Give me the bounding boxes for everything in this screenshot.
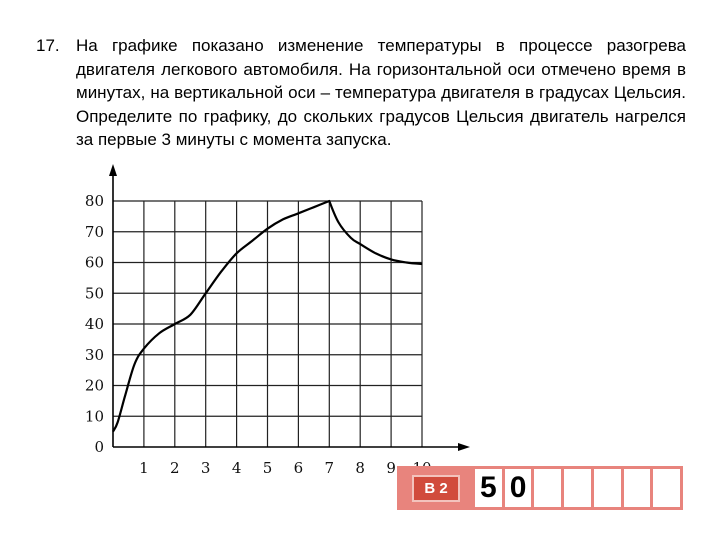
- y-tick-label: 20: [85, 377, 104, 395]
- x-tick-label: 7: [325, 459, 335, 477]
- y-tick-label: 30: [85, 346, 104, 364]
- x-tick-label: 8: [355, 459, 365, 477]
- temperature-line: [112, 199, 423, 433]
- x-tick-label: 9: [386, 459, 396, 477]
- y-tick-label: 10: [85, 407, 104, 425]
- y-tick-label: 50: [85, 284, 104, 302]
- x-tick-label: 2: [170, 459, 180, 477]
- x-tick-label: 5: [263, 459, 273, 477]
- y-axis-arrow: [109, 164, 117, 176]
- answer-digit-cell[interactable]: [623, 469, 651, 507]
- y-tick-label: 40: [85, 315, 104, 333]
- x-tick-label: 6: [294, 459, 304, 477]
- problem-number: 17.: [36, 36, 60, 55]
- answer-digit-cell[interactable]: 5: [475, 469, 502, 507]
- y-tick-label: 60: [85, 254, 104, 272]
- y-tick-label: 0: [94, 438, 104, 456]
- answer-label-cell: В 2: [400, 469, 472, 507]
- answer-digit-cell[interactable]: [564, 469, 591, 507]
- answer-label: В 2: [412, 474, 460, 502]
- problem-text: На графике показано изменение температур…: [76, 36, 686, 149]
- x-tick-label: 1: [139, 459, 149, 477]
- x-tick-label: 4: [232, 459, 242, 477]
- answer-digit-cell[interactable]: [653, 469, 681, 507]
- x-axis-arrow: [458, 443, 470, 451]
- answer-digit-cell[interactable]: [593, 469, 621, 507]
- answer-digit-cell[interactable]: 0: [504, 469, 532, 507]
- answer-box: В 2 5 0: [397, 466, 683, 510]
- y-tick-label: 80: [85, 192, 104, 210]
- answer-digit-cell[interactable]: [534, 469, 562, 507]
- x-tick-label: 3: [201, 459, 211, 477]
- y-tick-label: 70: [85, 223, 104, 241]
